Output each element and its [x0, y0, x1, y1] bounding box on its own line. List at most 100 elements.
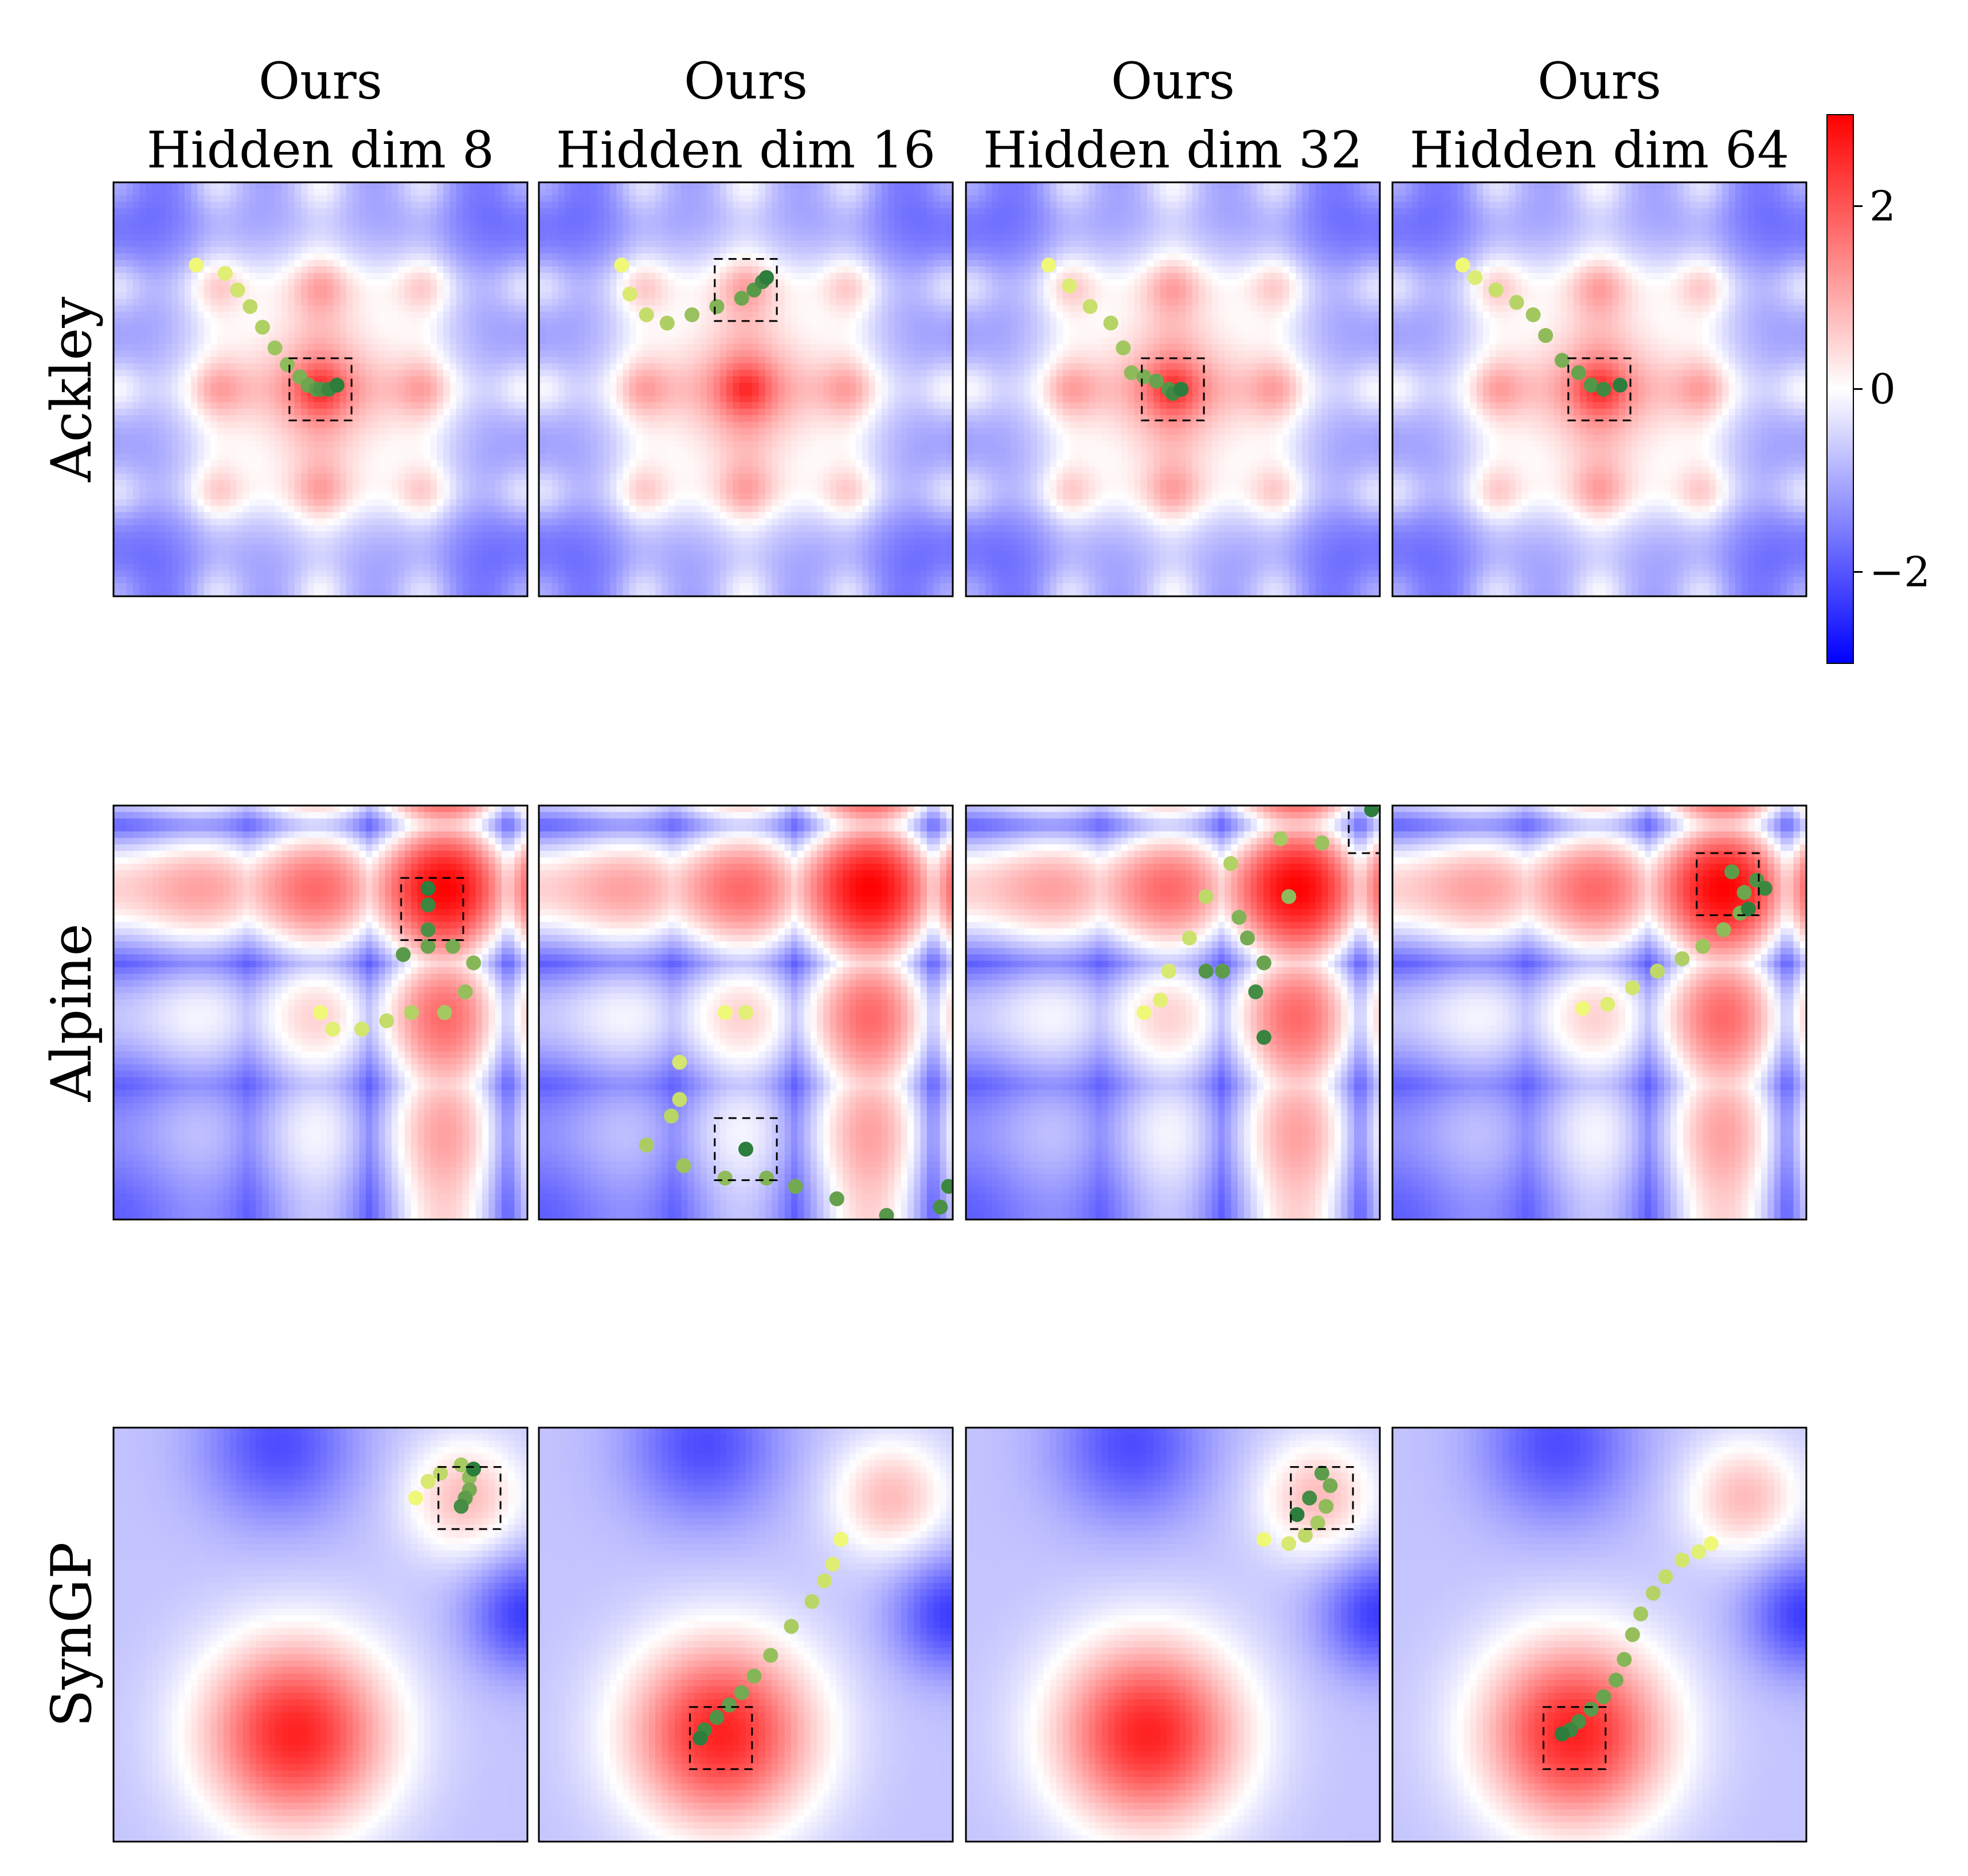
trajectory-point [1231, 909, 1247, 925]
trajectory-point [1658, 1569, 1673, 1584]
trajectory [639, 1005, 953, 1220]
trajectory-point [1041, 257, 1057, 273]
trajectory-point [763, 1648, 778, 1663]
trajectory-point [1596, 1689, 1611, 1705]
trajectory-point [445, 939, 460, 954]
trajectory-point [1617, 1652, 1632, 1667]
trajectory-point [1173, 382, 1189, 397]
heatmap-surface [966, 182, 1380, 596]
trajectory-point [453, 1457, 469, 1472]
trajectory-point [717, 1170, 733, 1186]
region-box [1696, 852, 1760, 916]
trajectory-point [1600, 996, 1615, 1012]
trajectory-point [672, 1054, 687, 1070]
colorbar-tick-label: −2 [1869, 548, 1930, 596]
trajectory-point [1468, 270, 1483, 286]
trajectory-point [746, 1668, 762, 1684]
region-box [1141, 357, 1205, 421]
trajectory-point [1608, 1672, 1623, 1688]
trajectory [313, 881, 482, 1037]
region-box [1567, 357, 1631, 421]
trajectory-point [1555, 1726, 1570, 1742]
heatmap-surface [1392, 1428, 1806, 1842]
trajectory-point [1455, 257, 1470, 273]
trajectory-point [825, 1557, 840, 1572]
trajectory-point [1256, 1030, 1271, 1045]
panel-syngp-1 [114, 1428, 527, 1842]
trajectory-point [738, 1005, 753, 1020]
column-title-line2: Hidden dim 16 [556, 120, 936, 179]
trajectory-point [1256, 955, 1271, 971]
trajectory-point [1695, 939, 1711, 954]
trajectory-point [1571, 365, 1586, 381]
trajectory-point [1555, 353, 1570, 368]
trajectory-point [941, 1179, 953, 1194]
trajectory-point [639, 307, 654, 322]
column-title-line1: Ours [259, 52, 382, 111]
panel-frame [965, 804, 1381, 1221]
heatmap-surface [1392, 182, 1806, 596]
trajectory-point [1223, 856, 1239, 871]
trajectory [1256, 1465, 1338, 1551]
trajectory-point [280, 357, 295, 372]
trajectory-point [788, 1179, 803, 1194]
trajectory-point [1310, 1515, 1325, 1531]
trajectory-point [1136, 369, 1152, 385]
trajectory-point [1538, 328, 1554, 343]
trajectory-point [1757, 881, 1773, 896]
region-box [1543, 1706, 1607, 1771]
trajectory-point [466, 955, 482, 971]
trajectory-point [614, 257, 629, 273]
trajectory-point [817, 1573, 832, 1589]
panel-ackley-2 [539, 182, 953, 596]
panel-ackley-3 [966, 182, 1380, 596]
trajectory-point [933, 1199, 948, 1215]
trajectory-point [1215, 963, 1230, 979]
heatmap-surface [1392, 806, 1806, 1220]
trajectory-point [379, 1013, 394, 1029]
trajectory-point [1302, 1490, 1317, 1506]
panel-frame [1391, 1426, 1807, 1843]
trajectory-point [709, 299, 725, 314]
trajectory-point [420, 939, 436, 954]
trajectory-point [1281, 1536, 1297, 1551]
trajectory-point [1198, 963, 1214, 979]
trajectory-point [1103, 315, 1118, 331]
trajectory-point [1082, 299, 1098, 314]
trajectory-point [1149, 373, 1164, 389]
trajectory-point [1248, 984, 1263, 999]
trajectory-point [1716, 922, 1731, 937]
trajectory-point [684, 307, 700, 322]
trajectory-point [1323, 1478, 1338, 1494]
trajectory-point [457, 984, 473, 999]
trajectory [408, 1457, 482, 1514]
trajectory-point [759, 1170, 774, 1186]
trajectory-point [879, 1207, 894, 1220]
trajectory-point [659, 315, 675, 331]
trajectory-point [242, 299, 258, 314]
trajectory [189, 257, 345, 397]
heatmap-surface [966, 1428, 1380, 1842]
trajectory-point [1625, 980, 1640, 995]
trajectory-point [420, 922, 436, 937]
trajectory-point [433, 1465, 448, 1481]
trajectory-point [267, 340, 283, 355]
trajectory-point [420, 881, 436, 896]
panel-frame [538, 1426, 954, 1843]
trajectory-point [1674, 951, 1690, 967]
trajectory-point [437, 1005, 452, 1020]
panel-frame [112, 804, 529, 1221]
trajectory-point [1153, 992, 1168, 1008]
trajectory-point [1318, 1499, 1334, 1514]
row-label: Ackley [40, 296, 104, 482]
row-label: Alpine [40, 924, 104, 1103]
trajectory [1136, 806, 1379, 1045]
trajectory [1041, 257, 1189, 401]
trajectory-point [1240, 931, 1255, 945]
trajectory-point [734, 1685, 749, 1701]
region-box [714, 258, 778, 322]
trajectory-point [722, 1697, 737, 1713]
trajectory-point [1650, 963, 1665, 979]
trajectory-point [1575, 1000, 1591, 1016]
trajectory-point [1674, 1553, 1690, 1568]
